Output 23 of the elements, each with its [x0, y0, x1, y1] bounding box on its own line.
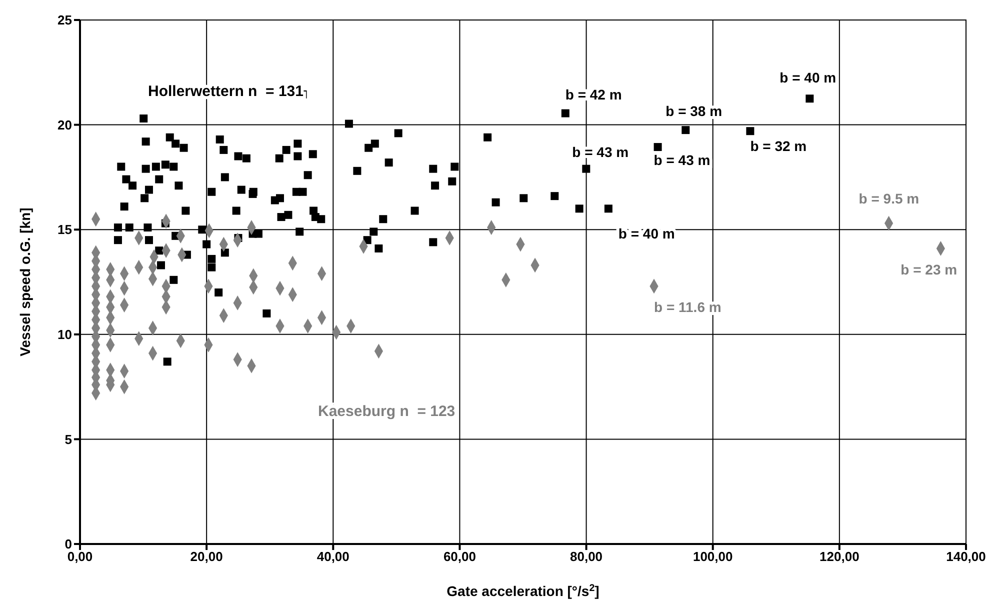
y-axis-title: Vessel speed o.G. [kn]	[17, 208, 33, 356]
annotation: b = 40 m	[780, 70, 836, 86]
y-tick-label: 0	[64, 536, 72, 552]
x-tick-label: 20,00	[190, 549, 223, 564]
y-tick-label: 20	[58, 117, 72, 132]
x-tick-label: 140,00	[946, 549, 986, 564]
y-tick-label: 25	[58, 12, 72, 28]
y-tick-label: 15	[58, 222, 72, 238]
x-tick-label: 100,00	[692, 549, 733, 564]
annotation: b = 40 m	[618, 226, 675, 242]
x-axis-title: Gate acceleration [°/s$^{2}$]	[446, 582, 600, 599]
x-tick-label: 120,00	[820, 549, 860, 564]
annotation: b = 42 m	[565, 86, 622, 102]
x-tick-label: 0,00	[67, 549, 93, 564]
x-tick-label: 60,00	[443, 549, 476, 564]
y-tick-label: 5	[64, 432, 72, 447]
annotation: b = 9.5 m	[858, 190, 920, 206]
x-tick-label: 80,00	[570, 549, 603, 564]
annotation: b = 23 m	[900, 261, 958, 278]
annotation: b = 32 m	[750, 138, 807, 154]
y-tick-label: 10	[58, 327, 72, 342]
x-tick-label: 40,00	[316, 549, 350, 564]
annotation: b = 43 m	[654, 152, 710, 168]
